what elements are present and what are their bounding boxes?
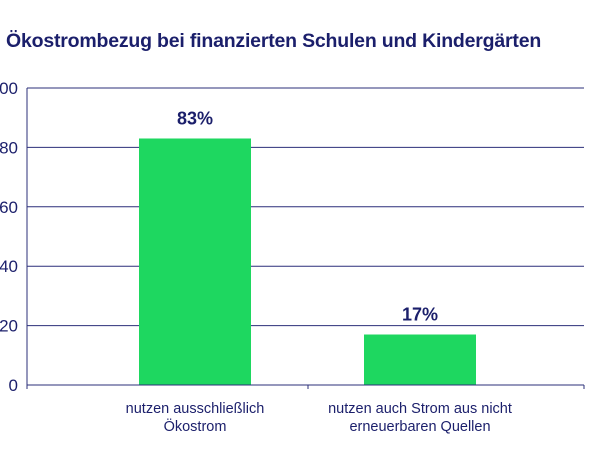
y-tick-label: 20 [0,317,18,336]
y-tick-label: 40 [0,257,18,276]
category-label: nutzen ausschließlich [126,401,265,417]
chart-title: Ökostrombezug bei finanzierten Schulen u… [6,30,542,52]
y-tick-label: 0 [9,376,18,395]
bars [139,138,476,385]
category-label: nutzen auch Strom aus nicht [328,401,512,417]
y-tick-label: 80 [0,138,18,157]
bar [364,334,476,385]
category-label: Ökostrom [164,417,227,435]
axes [26,88,585,389]
y-tick-label: 60 [0,198,18,217]
y-tick-label: 100 [0,79,18,98]
category-label: erneuerbaren Quellen [349,419,490,435]
bar [139,138,251,385]
y-axis-ticks: 0 20 40 60 80 100 [0,79,18,395]
data-label: 83% [177,108,213,128]
grid-lines [27,87,584,327]
data-labels: 83% 17% [177,108,438,324]
data-label: 17% [402,305,438,325]
